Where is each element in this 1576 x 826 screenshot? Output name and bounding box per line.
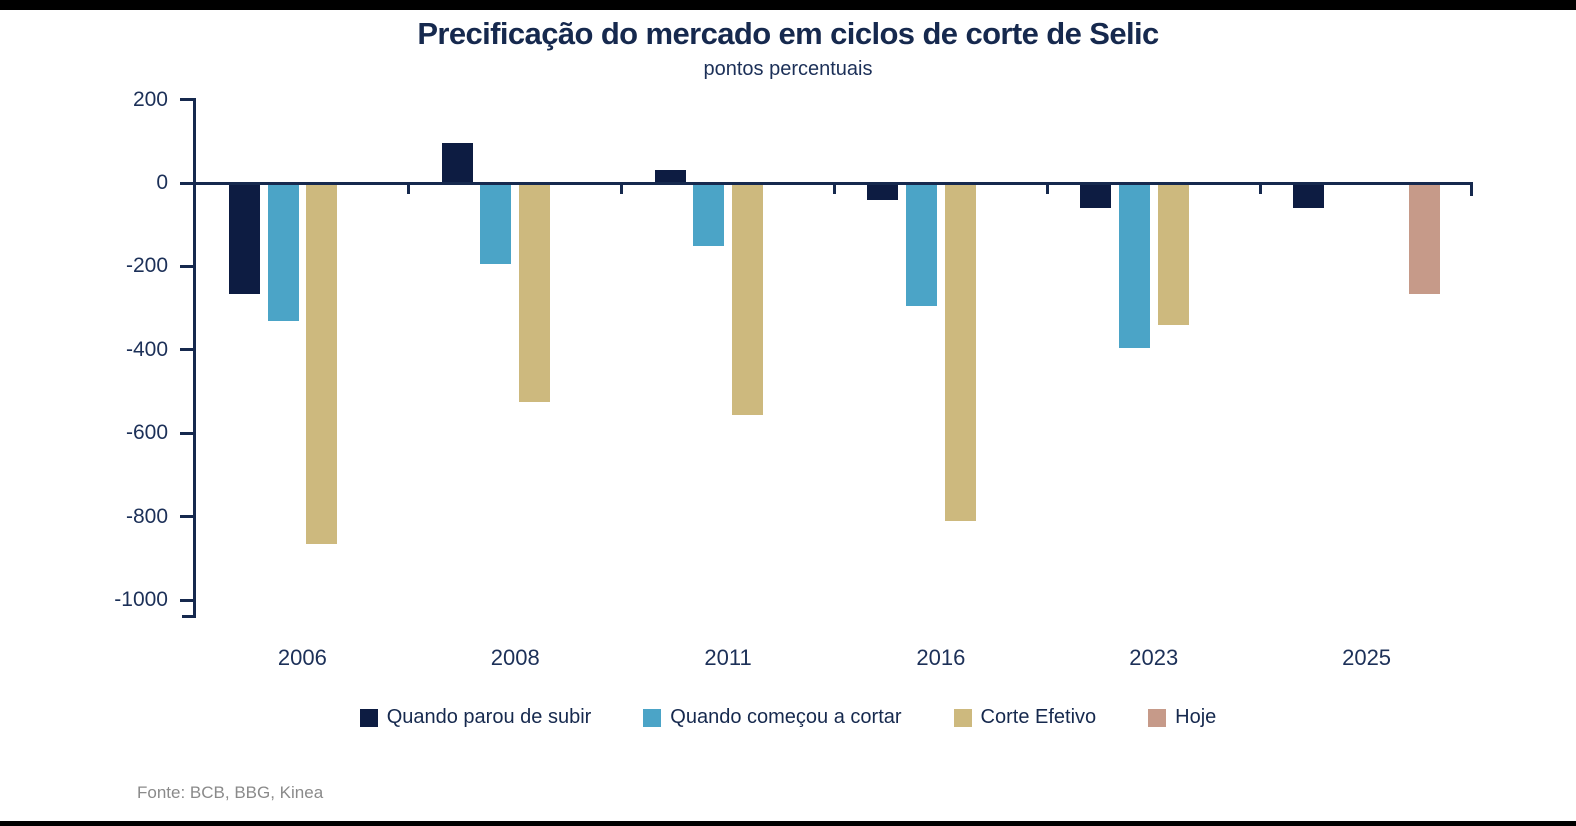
- y-axis-line: [193, 98, 196, 618]
- bar-2008-quando-comecou-a-cortar: [480, 183, 512, 265]
- chart-title: Precificação do mercado em ciclos de cor…: [417, 16, 1159, 51]
- y-tick: [180, 515, 193, 519]
- x-tick-label: 2006: [277, 645, 327, 670]
- legend-swatch-hoje: [1148, 708, 1167, 727]
- y-axis-end-cap: [182, 615, 193, 618]
- y-tick: [180, 431, 193, 435]
- x-tick-label: 2016: [916, 645, 966, 670]
- bar-2025-quando-parou-de-subir: [1293, 183, 1325, 209]
- legend-swatch-quando-comecou-a-cortar: [643, 708, 662, 727]
- legend: Quando parou de subir Quando começou a co…: [0, 706, 1576, 729]
- y-tick: [180, 98, 193, 101]
- bar-2016-corte-efetivo: [944, 183, 976, 522]
- top-frame-strip: [0, 0, 1576, 10]
- x-boundary-tick: [832, 184, 836, 194]
- x-axis-end-cap: [1469, 184, 1473, 196]
- bar-2011-corte-efetivo: [731, 183, 763, 415]
- y-tick: [180, 348, 193, 352]
- x-tick-label: 2011: [704, 645, 752, 670]
- bar-2025-hoje: [1409, 183, 1441, 294]
- y-tick-label: 200: [132, 87, 168, 111]
- legend-item-corte-efetivo: Corte Efetivo: [953, 706, 1097, 729]
- legend-label-quando-parou-de-subir: Quando parou de subir: [386, 706, 592, 728]
- legend-item-quando-parou-de-subir: Quando parou de subir: [359, 706, 592, 729]
- plot-area: 200 0 -200 -400 -600 -800 -1000 2006 2008 2011 201…: [114, 87, 1473, 670]
- bar-2023-quando-parou-de-subir: [1080, 183, 1112, 209]
- legend-label-quando-comecou-a-cortar: Quando começou a cortar: [670, 706, 902, 728]
- x-tick-label: 2023: [1129, 645, 1179, 670]
- source-note: Fonte: BCB, BBG, Kinea: [137, 783, 324, 802]
- bar-2016-quando-parou-de-subir: [867, 183, 899, 200]
- bar-2006-quando-comecou-a-cortar: [267, 183, 299, 321]
- chart-subtitle: pontos percentuais: [703, 58, 873, 80]
- bar-2006-corte-efetivo: [306, 183, 338, 545]
- x-tick-label: 2025: [1342, 645, 1392, 670]
- y-tick-label: -1000: [114, 588, 168, 612]
- y-tick-label: 0: [156, 171, 168, 194]
- legend-swatch-corte-efetivo: [953, 708, 972, 727]
- legend-item-hoje: Hoje: [1148, 706, 1216, 729]
- y-tick: [180, 181, 193, 185]
- x-axis-line: [193, 181, 1473, 185]
- y-tick-label: -200: [125, 254, 168, 278]
- bar-2016-quando-comecou-a-cortar: [906, 183, 938, 307]
- bar-2011-quando-comecou-a-cortar: [693, 183, 725, 246]
- x-boundary-tick: [1045, 184, 1049, 194]
- bar-2008-quando-parou-de-subir: [441, 143, 473, 183]
- y-tick-label: -600: [125, 421, 168, 445]
- bar-2023-corte-efetivo: [1157, 183, 1189, 325]
- bar-2006-quando-parou-de-subir: [228, 183, 260, 294]
- x-boundary-tick: [1258, 184, 1262, 194]
- legend-label-hoje: Hoje: [1175, 706, 1217, 728]
- y-tick: [180, 264, 193, 268]
- bar-2011-quando-parou-de-subir: [654, 170, 686, 183]
- x-boundary-tick: [620, 184, 624, 194]
- bar-2023-quando-comecou-a-cortar: [1118, 183, 1150, 348]
- bottom-frame-strip: [0, 821, 1576, 826]
- y-tick: [180, 598, 193, 602]
- legend-label-corte-efetivo: Corte Efetivo: [980, 706, 1097, 728]
- x-boundary-tick: [407, 184, 411, 194]
- bar-2008-corte-efetivo: [519, 183, 551, 403]
- x-tick-label: 2008: [490, 645, 540, 670]
- y-tick-label: -800: [125, 504, 168, 528]
- y-tick-label: -400: [125, 337, 168, 361]
- legend-swatch-quando-parou-de-subir: [359, 708, 378, 727]
- legend-item-quando-comecou-a-cortar: Quando começou a cortar: [643, 706, 902, 729]
